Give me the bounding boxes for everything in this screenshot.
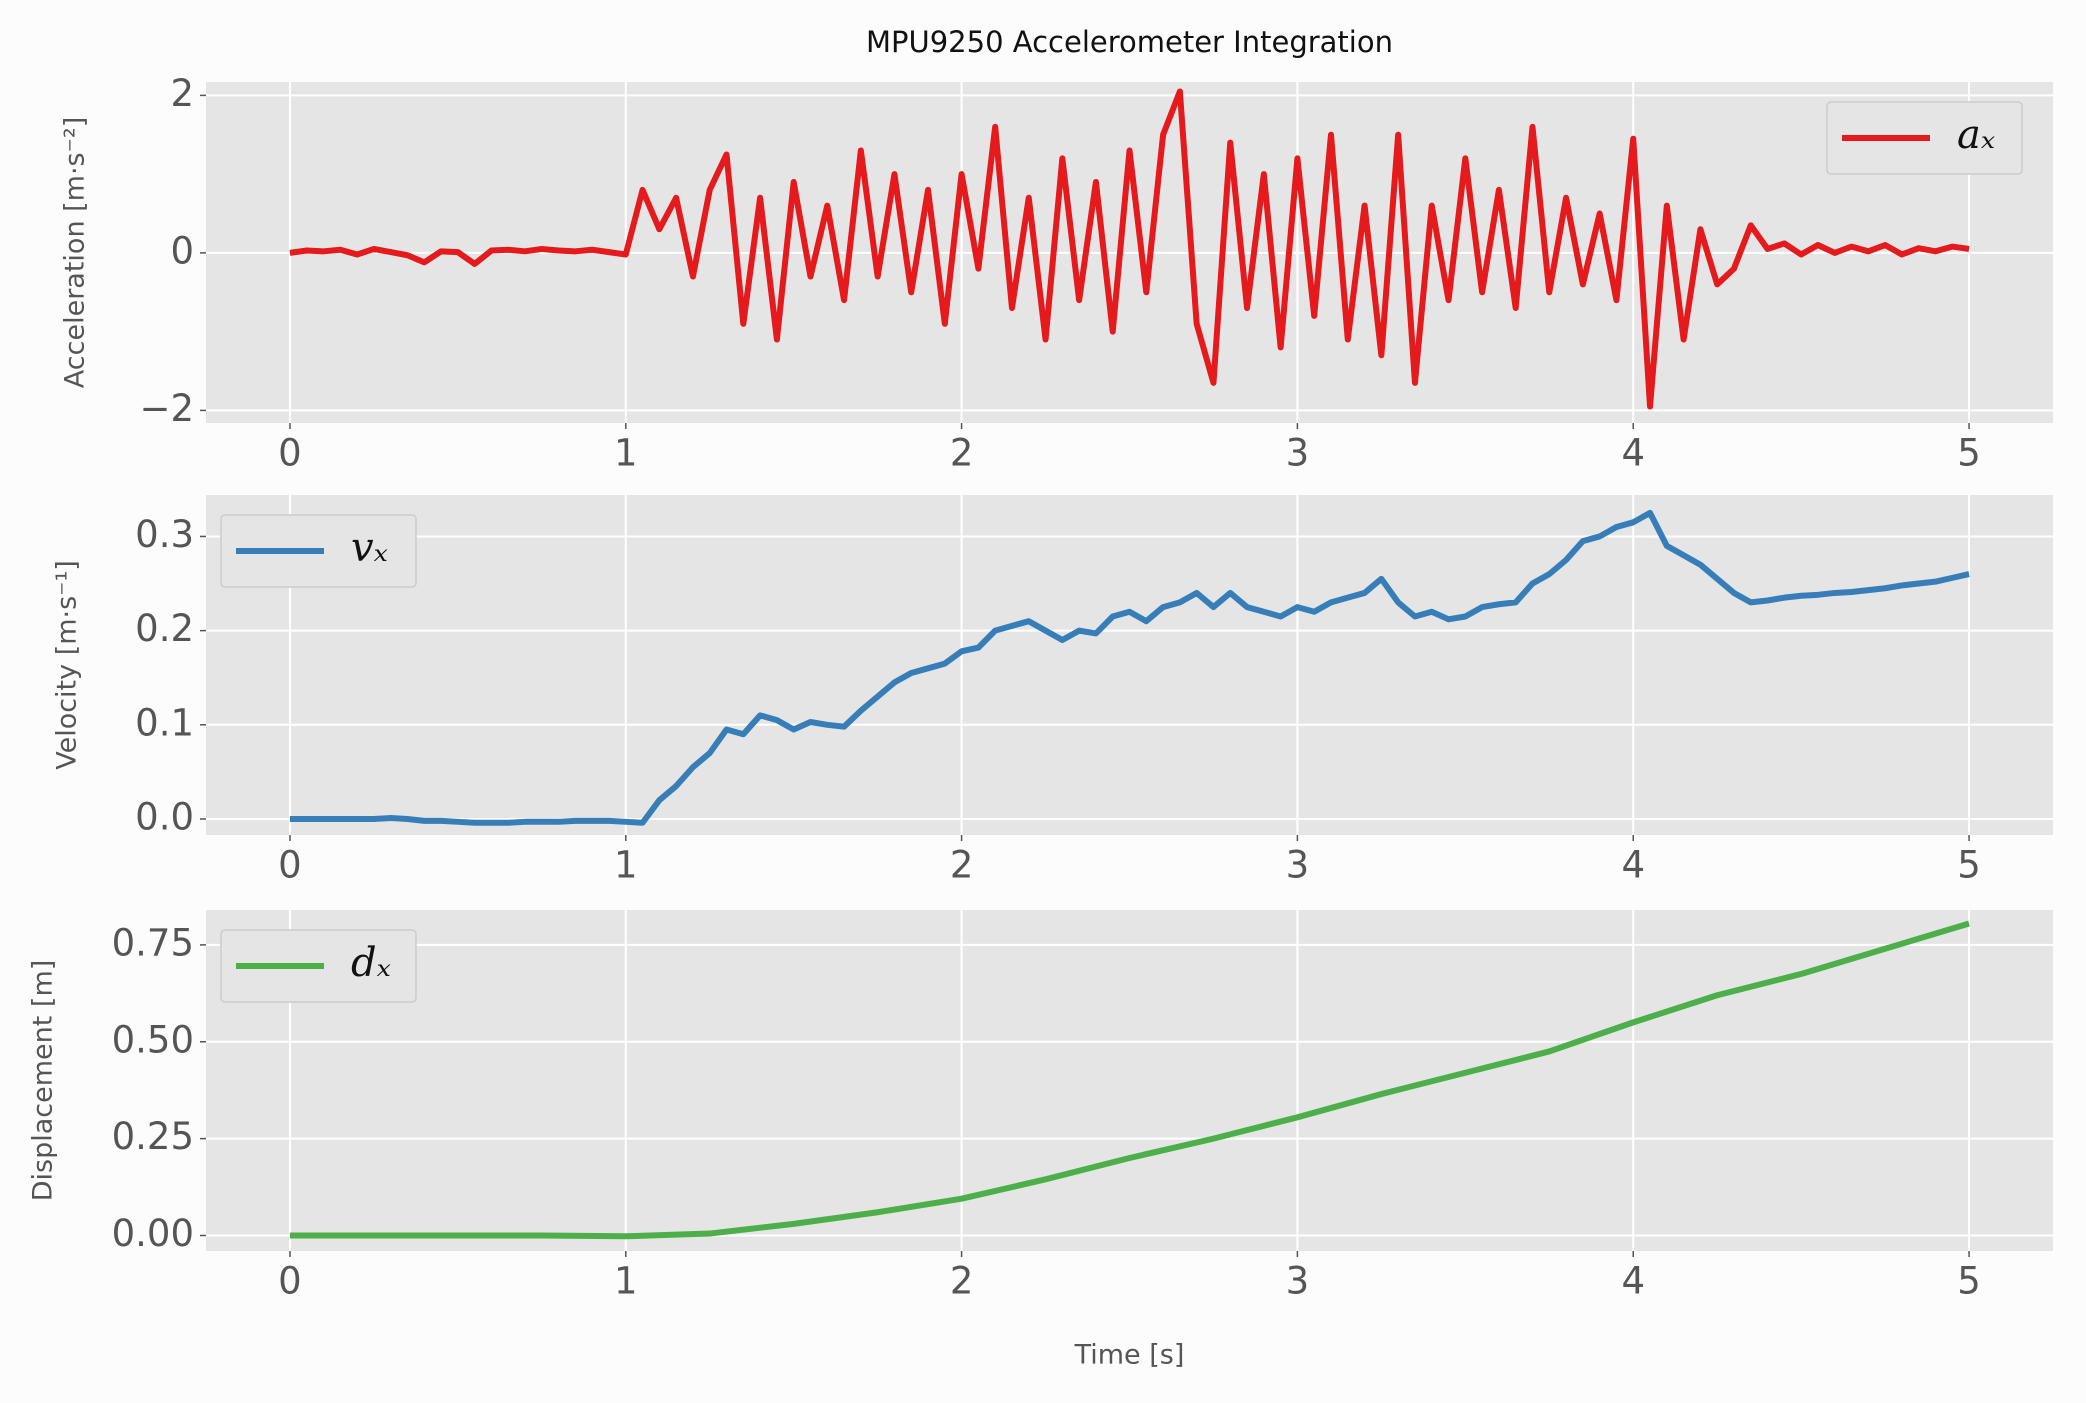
y-axis-label: Acceleration [m·s⁻²] <box>60 117 91 388</box>
plot-area <box>206 910 2053 1251</box>
y-tick-label: 0.3 <box>135 513 194 556</box>
y-tick-label: 0 <box>170 229 194 272</box>
chart-title: MPU9250 Accelerometer Integration <box>866 25 1393 59</box>
x-tick-label: 0 <box>278 844 302 887</box>
data-line <box>289 920 1970 1240</box>
y-tick-label: 0.0 <box>135 795 194 838</box>
y-tick-label: 0.00 <box>112 1212 194 1255</box>
plot-area <box>206 495 2053 835</box>
y-tick-label: 0.75 <box>112 921 194 964</box>
x-tick-label: 3 <box>1286 1260 1310 1303</box>
x-tick-label: 2 <box>950 1260 974 1303</box>
x-tick-label: 0 <box>278 432 302 475</box>
y-axis-label: Velocity [m·s⁻¹] <box>52 560 83 770</box>
x-tick-label: 0 <box>278 1260 302 1303</box>
x-tick-label: 5 <box>1957 844 1981 887</box>
y-axis-label: Displacement [m] <box>28 960 59 1202</box>
data-line <box>289 88 1970 410</box>
legend-label: dₓ <box>351 940 391 986</box>
x-tick-label: 5 <box>1957 1260 1981 1303</box>
legend-label: vₓ <box>351 525 388 571</box>
x-tick-label: 3 <box>1286 432 1310 475</box>
data-line <box>289 509 1970 826</box>
x-tick-label: 5 <box>1957 432 1981 475</box>
x-tick-label: 4 <box>1621 1260 1645 1303</box>
x-tick-label: 2 <box>950 432 974 475</box>
y-tick-label: 0.2 <box>135 607 194 650</box>
x-axis-label: Time [s] <box>1074 1340 1185 1371</box>
x-tick-label: 2 <box>950 844 974 887</box>
y-tick-label: 2 <box>170 72 194 115</box>
x-tick-label: 4 <box>1621 844 1645 887</box>
x-tick-label: 3 <box>1286 844 1310 887</box>
x-tick-label: 1 <box>614 844 638 887</box>
x-tick-label: 4 <box>1621 432 1645 475</box>
x-tick-label: 1 <box>614 1260 638 1303</box>
y-tick-label: 0.25 <box>112 1115 194 1158</box>
x-tick-label: 1 <box>614 432 638 475</box>
y-tick-label: 0.50 <box>112 1018 194 1061</box>
y-tick-label: −2 <box>139 387 194 430</box>
y-tick-label: 0.1 <box>135 701 194 744</box>
legend-label: aₓ <box>1957 112 1995 158</box>
